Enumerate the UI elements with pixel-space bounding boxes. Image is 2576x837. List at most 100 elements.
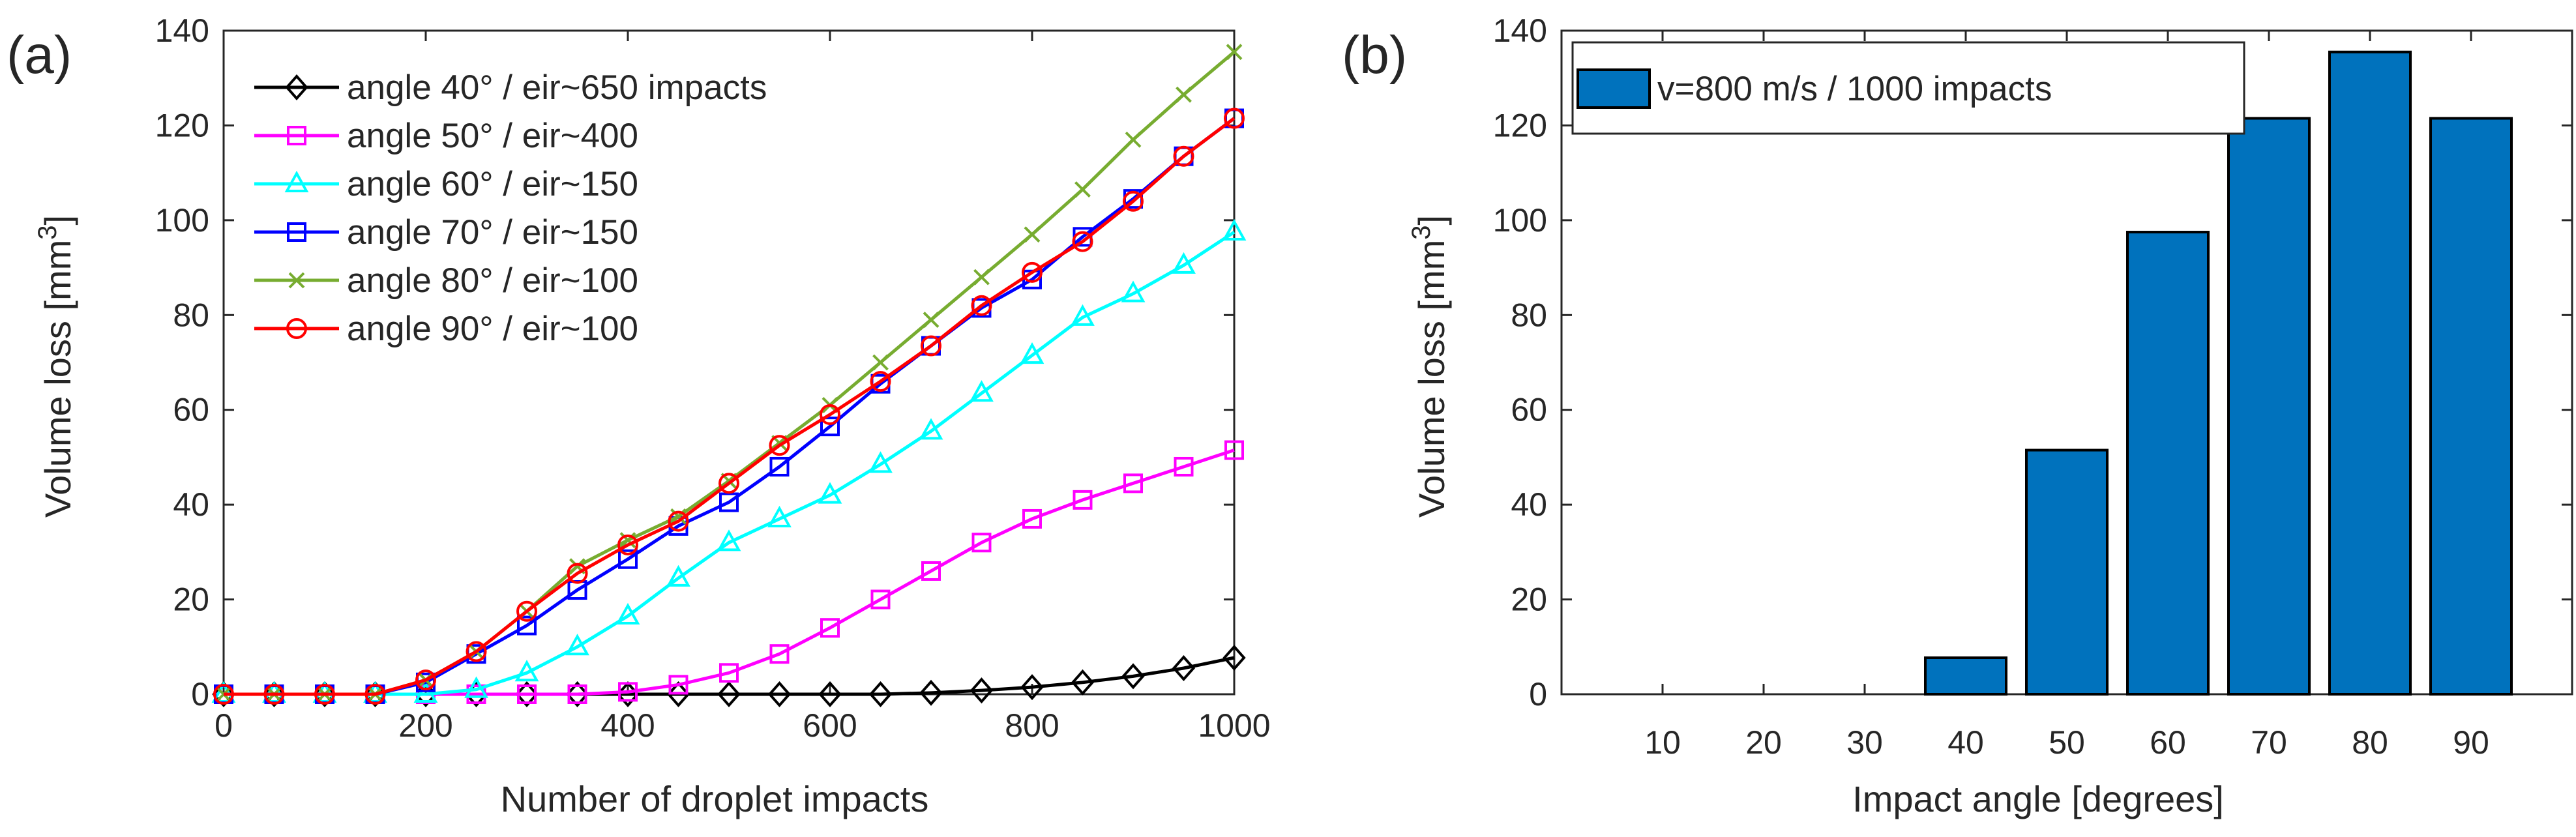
panel-a-data-point (1074, 181, 1091, 198)
panel-a-ytick-label: 100 (155, 202, 209, 239)
panel-b-ytick-label: 60 (1511, 392, 1547, 428)
panel-a-ytick-label: 120 (155, 107, 209, 143)
panel-b-xtick-label: 10 (1644, 724, 1681, 761)
panel-b-label: (b) (1342, 25, 1407, 85)
panel-a-data-point (769, 644, 790, 664)
panel-a-data-point (364, 684, 386, 705)
panel-a-data-point (921, 335, 941, 357)
panel-a-data-point (668, 675, 688, 695)
panel-a-ytick-label: 60 (173, 392, 209, 428)
panel-a-plot: 0 200 400 600 800 1000 0 20 40 60 80 100 120 140 angle… (155, 12, 1271, 744)
svg-text:Volume loss [mm3]: Volume loss [mm3] (33, 215, 78, 518)
panel-a-data-point (923, 312, 940, 328)
panel-b-xtick-label: 90 (2453, 724, 2489, 761)
panel-a-data-point (1072, 231, 1093, 252)
panel-a-legend-marker-stroke-2 (288, 272, 305, 289)
panel-a-data-point (973, 269, 990, 286)
panel-a-data-point (1176, 86, 1192, 103)
panel-b-bar-90 (2429, 117, 2513, 696)
panel-b-xtick-label: 40 (1947, 724, 1984, 761)
panel-a-data-point (514, 660, 539, 682)
panel-a-xtick-label: 400 (600, 707, 655, 744)
panel-a-data-point (717, 529, 741, 551)
panel-a-data-point (1073, 490, 1093, 510)
panel-b-bar-60 (2126, 231, 2210, 696)
panel-a-data-point (719, 492, 739, 512)
panel-a-data-point (870, 589, 891, 609)
panel-a-data-point-stroke-2 (1125, 131, 1142, 148)
panel-a-legend-marker (287, 126, 306, 145)
panel-a-data-point (1022, 261, 1043, 283)
panel-a-data-point (1172, 654, 1196, 682)
panel-a-data-point (363, 681, 387, 708)
panel-a-data-point (919, 418, 943, 440)
panel-a-data-point (517, 684, 537, 704)
panel-a-data-point (1071, 669, 1095, 696)
panel-a-data-point-stroke-2 (872, 354, 889, 371)
panel-a-label: (a) (7, 25, 72, 85)
panel-a-data-point (1024, 226, 1041, 243)
panel-a-data-point (820, 404, 840, 425)
panel-a-legend-marker (288, 272, 305, 289)
panel-b-bar-40 (1924, 656, 2007, 696)
panel-a-data-point (1224, 440, 1244, 460)
panel-a-ylabel: Volume loss [mm3] (33, 215, 78, 518)
panel-a-data-point (1174, 456, 1194, 477)
panel-a-xtick-label: 0 (215, 707, 233, 744)
panel-a-data-point (666, 565, 690, 587)
panel-a-series-6 (213, 108, 1245, 705)
panel-b-xtick-label: 80 (2352, 724, 2388, 761)
panel-a-series-line (224, 117, 1236, 696)
panel-a-ylabel-end: ] (37, 215, 78, 226)
panel-a-data-point (719, 663, 739, 683)
panel-a-data-point (517, 615, 537, 636)
panel-a-data-point (820, 417, 840, 437)
panel-a-data-point-stroke-2 (1074, 181, 1091, 198)
panel-b-bar-70 (2227, 117, 2311, 696)
panel-a-xtick-label: 1000 (1198, 707, 1270, 744)
panel-a-data-point (870, 371, 891, 392)
panel-b-ytick-label: 140 (1493, 12, 1547, 49)
panel-a-data-point (767, 505, 792, 527)
panel-b-legend: v=800 m/s / 1000 impacts (1571, 41, 2245, 135)
panel-a-legend-entry: angle 90° / eir~100 (254, 310, 638, 348)
panel-a-data-point (263, 684, 285, 705)
panel-a-data-point (567, 563, 588, 584)
panel-a-xtick-label: 200 (398, 707, 452, 744)
panel-a-data-point (415, 669, 436, 691)
panel-a-data-point (868, 681, 893, 708)
panel-a-data-point (1226, 44, 1243, 61)
panel-a-data-point (970, 677, 994, 704)
panel-a-data-point (971, 533, 992, 553)
panel-a-legend-marker (287, 222, 306, 242)
panel-a-data-point-stroke-2 (1226, 44, 1243, 61)
svg-text:Volume loss [mm3]: Volume loss [mm3] (1407, 215, 1452, 518)
panel-b-legend-label: v=800 m/s / 1000 impacts (1657, 70, 2052, 108)
panel-a-ytick-label: 40 (173, 486, 209, 523)
panel-a-data-point (618, 682, 638, 702)
panel-b-ylabel-main: Volume loss [mm (1411, 240, 1452, 518)
panel-b-ytick-label: 20 (1511, 581, 1547, 618)
panel-b-xtick-label: 70 (2251, 724, 2287, 761)
panel-a-data-point-stroke-2 (569, 558, 585, 575)
panel-b-legend-box (1571, 41, 2245, 135)
panel-a-data-point (1121, 663, 1145, 690)
panel-a-xtick-label: 800 (1005, 707, 1059, 744)
panel-a-data-point (970, 380, 994, 402)
panel-a-legend-entry: angle 50° / eir~400 (254, 117, 638, 155)
panel-b-xlabel: Impact angle [degrees] (1852, 778, 2224, 819)
panel-a-data-point (515, 681, 539, 708)
panel-a-data-point (1022, 508, 1042, 529)
panel-a-legend-marker (284, 170, 309, 192)
panel-a-ytick-label: 0 (191, 676, 209, 712)
panel-a-data-point (1123, 190, 1144, 212)
panel-a-data-point (769, 456, 790, 477)
panel-a-series-line (224, 230, 1236, 696)
panel-a-data-point (1071, 304, 1095, 326)
panel-a-data-point-stroke-2 (923, 312, 940, 328)
panel-a-data-point-stroke-2 (973, 269, 990, 286)
panel-a-data-point (769, 435, 790, 456)
panel-a-data-point (717, 681, 741, 708)
panel-a-ylabel-main: Volume loss [mm (37, 240, 78, 518)
